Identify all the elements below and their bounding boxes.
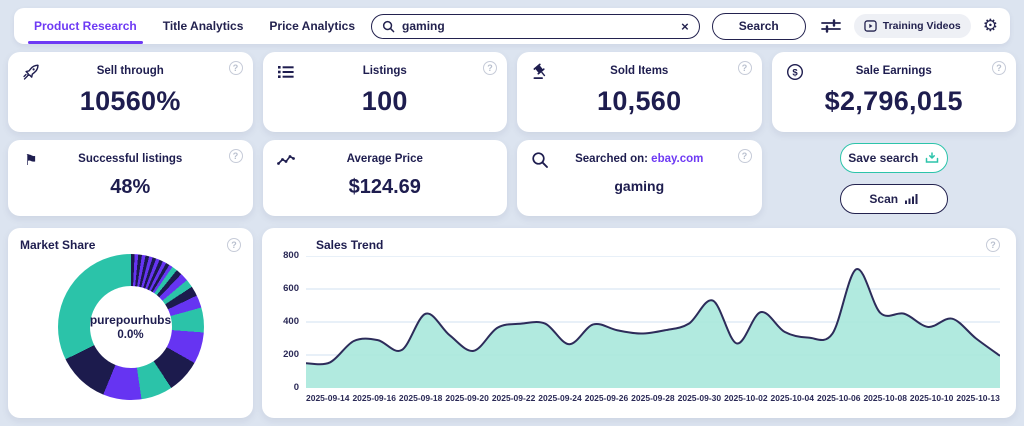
y-axis-labels: 800 600 400 200 0	[283, 250, 299, 393]
stat-title: Searched on: ebay.com	[517, 153, 762, 165]
help-icon[interactable]: ?	[992, 61, 1006, 75]
x-tick: 2025-09-20	[445, 393, 489, 403]
tab-label: Product Research	[34, 19, 137, 33]
stat-value: $2,796,015	[824, 86, 963, 116]
x-tick: 2025-10-04	[770, 393, 815, 403]
market-share-title: Market Share	[20, 238, 96, 252]
tab-price-analytics[interactable]: Price Analytics	[269, 8, 355, 44]
stats-row-2: ⚑ Successful listings ? 48% Average Pric…	[8, 140, 1016, 216]
search-input[interactable]	[402, 19, 675, 33]
gear-icon[interactable]: ⚙	[982, 15, 998, 36]
training-videos-button[interactable]: Training Videos	[853, 14, 971, 38]
scan-label: Scan	[869, 191, 899, 206]
svg-text:$: $	[792, 67, 798, 78]
save-icon	[926, 151, 939, 163]
gavel-icon	[533, 63, 546, 79]
rocket-icon	[23, 64, 39, 80]
actions-panel: Save search Scan	[772, 140, 1017, 216]
x-tick: 2025-09-26	[584, 393, 629, 403]
x-tick: 2025-09-18	[398, 393, 443, 403]
stat-card-listings: Listings ? 100	[262, 52, 507, 132]
clear-search-icon[interactable]: ×	[681, 18, 689, 34]
x-tick: 2025-09-28	[631, 393, 675, 403]
stat-value: 10560%	[79, 86, 181, 116]
help-icon[interactable]: ?	[986, 238, 1000, 252]
stat-title: Average Price	[346, 153, 423, 165]
search-box[interactable]: ×	[371, 13, 700, 39]
stat-title: Sell through	[96, 65, 164, 77]
sales-trend-area-chart[interactable]	[306, 256, 1000, 388]
signal-bars-icon	[905, 194, 918, 204]
magnifier-icon	[532, 152, 548, 168]
help-icon[interactable]: ?	[737, 61, 752, 75]
tab-product-research[interactable]: Product Research	[28, 8, 143, 44]
x-tick: 2025-09-16	[352, 393, 396, 403]
searched-keyword: gaming	[614, 178, 665, 194]
x-tick: 2025-09-24	[538, 393, 582, 403]
x-tick: 2025-09-30	[677, 393, 722, 403]
stat-value: 10,560	[597, 86, 682, 116]
active-tab-underline	[28, 41, 143, 44]
help-icon[interactable]: ?	[737, 149, 752, 163]
stat-card-successful-listings: ⚑ Successful listings ? 48%	[8, 140, 253, 216]
save-search-label: Save search	[848, 150, 919, 165]
stat-card-sale-earnings: $ Sale Earnings ? $2,796,015	[771, 52, 1016, 132]
trend-icon	[276, 155, 295, 165]
stat-card-sell-through: Sell through ? 10560%	[8, 52, 253, 132]
donut-center: purepourhubs 0.0%	[89, 286, 172, 368]
top-seller-share: 0.0%	[117, 329, 144, 341]
tab-title-analytics[interactable]: Title Analytics	[163, 8, 244, 44]
stat-value: 48%	[110, 176, 151, 198]
help-icon[interactable]: ?	[228, 149, 243, 163]
scan-button[interactable]: Scan	[839, 183, 948, 214]
x-axis-labels: 2025-09-14 2025-09-16 2025-09-18 2025-09-20…	[306, 393, 1000, 403]
stat-title: Sold Items	[610, 65, 669, 77]
x-tick: 2025-09-22	[491, 393, 536, 403]
search-button[interactable]: Search	[711, 12, 806, 40]
tab-label: Price Analytics	[269, 19, 356, 33]
list-icon	[277, 66, 294, 78]
x-tick: 2025-10-08	[863, 393, 907, 403]
flag-icon: ⚑	[24, 151, 38, 169]
nav-tabs: Product Research Title Analytics Price A…	[28, 8, 355, 44]
stat-title: Successful listings	[78, 153, 183, 165]
searched-on-label: Searched on:	[575, 153, 648, 165]
x-tick: 2025-09-14	[306, 393, 350, 403]
x-tick: 2025-10-10	[909, 393, 954, 403]
stat-value: 100	[361, 86, 408, 116]
stat-card-sold-items: Sold Items ? 10,560	[517, 52, 762, 132]
help-icon[interactable]: ?	[227, 238, 241, 252]
stats-row-1: Sell through ? 10560% Listings ? 100 Sol…	[8, 52, 1016, 132]
dollar-icon: $	[786, 63, 803, 81]
x-tick: 2025-10-13	[956, 393, 1000, 403]
search-icon	[382, 20, 395, 32]
ebay-link[interactable]: ebay.com	[651, 153, 704, 165]
x-tick: 2025-10-02	[724, 393, 768, 403]
stat-value: $124.69	[348, 176, 421, 198]
sales-trend-card: Sales Trend ? 800 600 400 200 0 2025-09-14 20…	[262, 228, 1016, 418]
tab-label: Title Analytics	[162, 19, 244, 33]
x-tick: 2025-10-06	[816, 393, 861, 403]
market-share-donut[interactable]: purepourhubs 0.0%	[57, 254, 204, 400]
save-search-button[interactable]: Save search	[839, 142, 948, 173]
stat-card-searched-on: Searched on: ebay.com ? gaming	[517, 140, 762, 216]
top-seller-name: purepourhubs	[89, 313, 172, 327]
play-video-icon	[864, 20, 877, 32]
help-icon[interactable]: ?	[228, 61, 243, 75]
training-videos-label: Training Videos	[882, 20, 961, 32]
stat-title: Listings	[362, 65, 407, 77]
sales-trend-plot: 2025-09-14 2025-09-16 2025-09-18 2025-09-20…	[306, 256, 1000, 403]
stat-title: Sale Earnings	[855, 65, 932, 77]
market-share-card: Market Share ? purepourhubs 0.0%	[8, 228, 253, 418]
filter-sliders-icon[interactable]	[820, 18, 842, 34]
top-bar: Product Research Title Analytics Price A…	[14, 8, 1010, 44]
help-icon[interactable]: ?	[483, 61, 497, 75]
stat-card-average-price: Average Price $124.69	[262, 140, 507, 216]
sales-trend-title: Sales Trend	[316, 238, 384, 252]
